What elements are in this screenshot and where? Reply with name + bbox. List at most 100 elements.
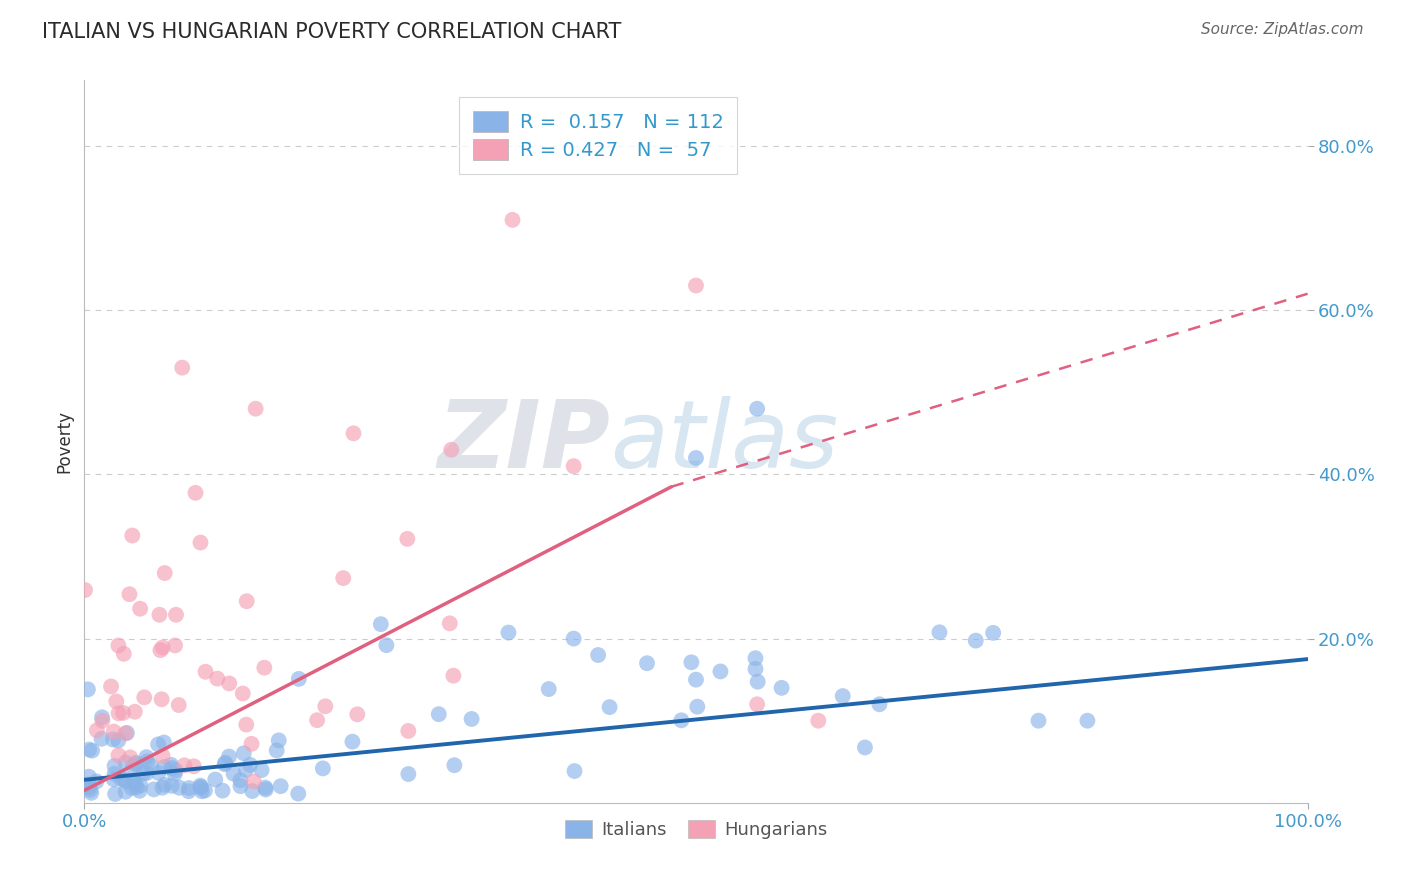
Point — [118, 587, 141, 601]
Point — [190, 535, 212, 549]
Point — [100, 680, 122, 694]
Point — [190, 780, 212, 795]
Point — [150, 692, 173, 706]
Point — [270, 779, 292, 793]
Point — [121, 780, 143, 795]
Point — [153, 778, 176, 792]
Point — [1028, 714, 1050, 728]
Point — [375, 638, 398, 652]
Point — [135, 750, 157, 764]
Point — [188, 779, 211, 793]
Point — [77, 742, 100, 756]
Point — [124, 705, 146, 719]
Point — [112, 647, 135, 661]
Point — [160, 757, 183, 772]
Point — [681, 655, 703, 669]
Point — [287, 787, 309, 801]
Point — [73, 582, 96, 597]
Point — [229, 779, 252, 793]
Point — [91, 710, 114, 724]
Point — [128, 784, 150, 798]
Point — [148, 607, 170, 622]
Point — [125, 756, 148, 770]
Point — [243, 774, 266, 789]
Point — [110, 772, 132, 786]
Point — [103, 767, 125, 781]
Point — [90, 731, 112, 746]
Point — [103, 772, 125, 787]
Point — [396, 767, 419, 781]
Point — [107, 748, 129, 763]
Point — [125, 757, 148, 772]
Point — [152, 640, 174, 655]
Point — [207, 672, 229, 686]
Point — [685, 450, 707, 465]
Point — [218, 676, 240, 690]
Point — [965, 633, 987, 648]
Point — [981, 625, 1004, 640]
Point — [183, 759, 205, 773]
Text: ZIP: ZIP — [437, 395, 610, 488]
Point — [562, 632, 585, 646]
Point — [148, 765, 170, 780]
Point — [184, 486, 207, 500]
Point — [107, 706, 129, 721]
Point — [564, 764, 586, 778]
Point — [1076, 714, 1098, 728]
Point — [114, 756, 136, 770]
Point — [135, 766, 157, 780]
Point — [160, 761, 183, 775]
Point — [77, 780, 100, 795]
Point — [744, 651, 766, 665]
Point — [112, 706, 135, 720]
Point — [218, 749, 240, 764]
Point — [165, 607, 187, 622]
Point — [149, 643, 172, 657]
Point — [153, 566, 176, 580]
Point — [807, 714, 830, 728]
Point — [214, 757, 236, 772]
Point — [104, 787, 127, 801]
Point — [163, 639, 186, 653]
Point — [163, 767, 186, 781]
Point — [586, 648, 609, 662]
Point — [235, 594, 257, 608]
Point — [77, 770, 100, 784]
Point — [105, 694, 128, 708]
Point — [562, 459, 585, 474]
Point — [191, 784, 214, 798]
Point — [636, 657, 658, 671]
Point — [107, 639, 129, 653]
Point — [80, 786, 103, 800]
Point — [443, 758, 465, 772]
Point — [831, 689, 853, 703]
Point — [115, 726, 138, 740]
Point — [307, 713, 329, 727]
Point — [114, 785, 136, 799]
Point — [103, 759, 125, 773]
Point — [770, 681, 793, 695]
Point — [346, 707, 368, 722]
Point — [169, 780, 191, 795]
Point — [177, 781, 200, 796]
Point — [122, 774, 145, 789]
Point — [686, 699, 709, 714]
Point — [177, 784, 200, 798]
Point — [239, 758, 262, 772]
Point — [114, 774, 136, 789]
Point — [235, 717, 257, 731]
Point — [498, 625, 520, 640]
Point — [152, 780, 174, 795]
Point — [121, 759, 143, 773]
Point — [240, 737, 263, 751]
Point — [747, 674, 769, 689]
Point — [685, 278, 707, 293]
Point — [190, 780, 212, 795]
Point — [101, 732, 124, 747]
Point — [599, 700, 621, 714]
Point — [747, 698, 769, 712]
Point — [79, 782, 101, 797]
Point — [173, 758, 195, 772]
Point — [132, 766, 155, 780]
Point — [211, 783, 233, 797]
